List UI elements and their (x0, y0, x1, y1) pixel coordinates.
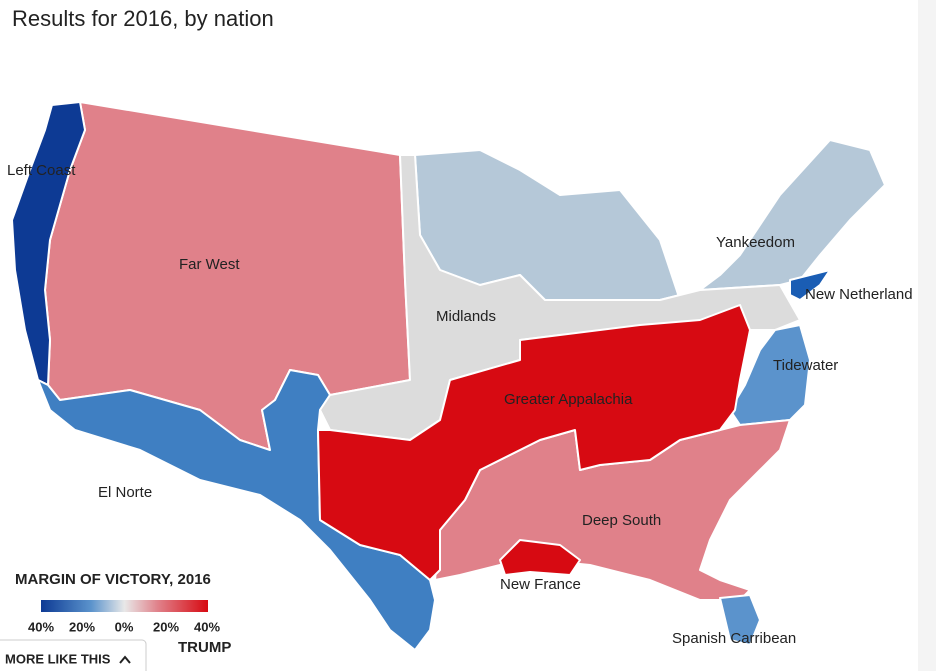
region-label: Spanish Carribean (672, 630, 796, 647)
new-france (499, 539, 581, 576)
region-label: New Netherland (805, 286, 913, 303)
region-label: Deep South (582, 512, 661, 529)
legend-candidate: TRUMP (178, 639, 231, 656)
chevron-icon[interactable] (119, 655, 131, 664)
greater-appalachia (317, 304, 751, 581)
region-label: Midlands (436, 308, 496, 325)
more-button-label[interactable]: MORE LIKE THIS (5, 651, 111, 666)
region-label: Left Coast (7, 162, 76, 179)
region-label: El Norte (98, 484, 152, 501)
legend-tick: 20% (153, 619, 179, 634)
legend-tick: 0% (115, 619, 134, 634)
region-label: Far West (179, 256, 240, 273)
new-netherland (789, 269, 831, 301)
title: Results for 2016, by nation (12, 6, 274, 31)
legend-tick: 20% (69, 619, 95, 634)
more-button[interactable]: MORE LIKE THIS (0, 639, 147, 671)
scrollbar-track (918, 0, 936, 671)
legend-title: MARGIN OF VICTORY, 2016 (15, 571, 211, 588)
region-labels: Left Coast Far West Yankeedom New Nether… (7, 162, 913, 647)
region-label: Yankeedom (716, 234, 795, 251)
spanish-carribean (719, 594, 761, 646)
more-button-box[interactable] (0, 639, 147, 671)
region-label: Greater Appalachia (504, 391, 633, 408)
legend-scale (41, 600, 208, 612)
legend-tick: 40% (194, 619, 220, 634)
legend: MARGIN OF VICTORY, 2016 40% 20% 0% 20% 4… (15, 571, 231, 656)
map (11, 101, 886, 651)
region-label: Tidewater (773, 357, 838, 374)
legend-tick: 40% (28, 619, 54, 634)
region-label: New France (500, 576, 581, 593)
